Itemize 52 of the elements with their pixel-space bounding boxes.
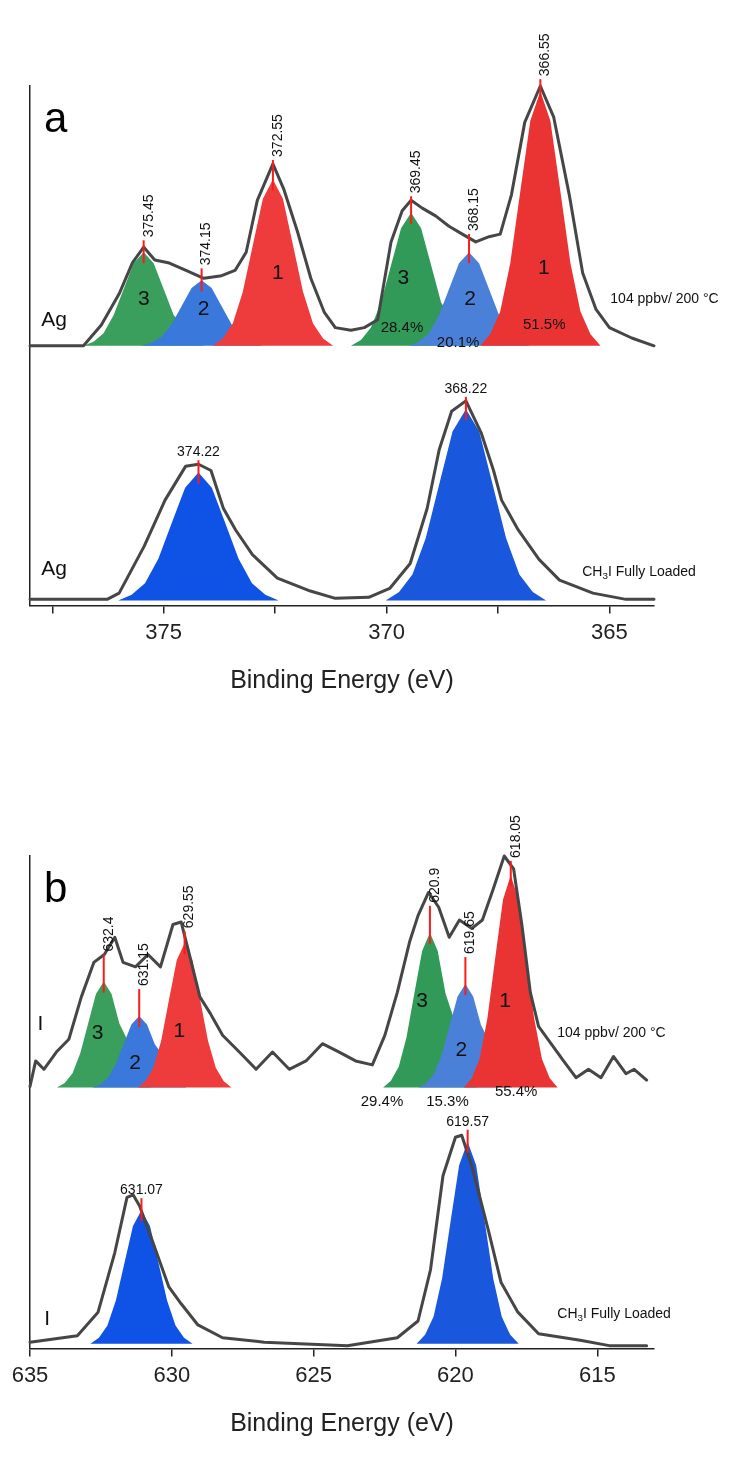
x-tick-label: 375 <box>145 618 183 644</box>
annotation: 1 <box>499 988 511 1012</box>
annotation: I <box>44 1305 51 1329</box>
annotation: 366.55 <box>536 33 553 77</box>
x-axis-title: Binding Energy (eV) <box>230 664 454 693</box>
x-tick-label: 615 <box>578 1361 616 1387</box>
annotation: 28.4% <box>380 317 424 335</box>
annotation: 3 <box>137 285 150 309</box>
x-tick-label: 365 <box>591 618 628 644</box>
annotation: 55.4% <box>494 1081 538 1099</box>
annotation: 372.55 <box>268 113 285 157</box>
annotation: 375.45 <box>139 194 156 238</box>
annotation: 20.1% <box>436 333 480 351</box>
annotation: 104 ppbv/ 200 °C <box>557 1024 666 1041</box>
annotation: 631.07 <box>120 1181 164 1198</box>
x-tick-label: 370 <box>368 618 405 644</box>
annotation: 374.15 <box>197 222 214 266</box>
annotation: 619.57 <box>446 1112 490 1129</box>
annotation: 631.15 <box>135 943 152 987</box>
annotation: 368.15 <box>464 187 481 231</box>
annotation: 104 ppbv/ 200 °C <box>610 289 719 306</box>
annotation: 2 <box>129 1049 141 1073</box>
annotation: 1 <box>272 259 284 283</box>
annotation: 369.45 <box>406 150 423 194</box>
annotation: 3 <box>397 265 410 289</box>
annotation: 632.4 <box>99 916 116 952</box>
chart-title: a <box>44 93 68 141</box>
chart-title: b <box>44 863 68 911</box>
annotation: 629.55 <box>180 885 197 929</box>
annotation: 618.05 <box>506 814 523 858</box>
annotation: 374.22 <box>177 443 221 460</box>
annotation: 2 <box>197 296 210 320</box>
annotation: 3 <box>91 1020 104 1044</box>
annotation: 1 <box>537 254 550 278</box>
annotation: 620.9 <box>425 867 442 903</box>
x-axis-title: Binding Energy (eV) <box>230 1407 454 1436</box>
annotation: 29.4% <box>360 1092 404 1110</box>
annotation: 368.22 <box>444 379 488 396</box>
annotation: Ag <box>41 306 67 330</box>
x-tick-label: 635 <box>11 1361 49 1387</box>
annotation: 15.3% <box>426 1092 469 1110</box>
annotation: 619.65 <box>461 911 478 955</box>
x-tick-label: 625 <box>295 1361 332 1387</box>
annotation: 51.5% <box>522 315 566 333</box>
annotation: 2 <box>464 285 476 309</box>
x-tick-label: 620 <box>437 1361 474 1387</box>
annotation: 1 <box>173 1017 186 1041</box>
annotation: 3 <box>416 988 428 1012</box>
x-tick-label: 630 <box>153 1361 191 1387</box>
annotation: 2 <box>455 1036 468 1060</box>
annotation: Ag <box>41 556 67 580</box>
annotation: I <box>37 1011 44 1035</box>
